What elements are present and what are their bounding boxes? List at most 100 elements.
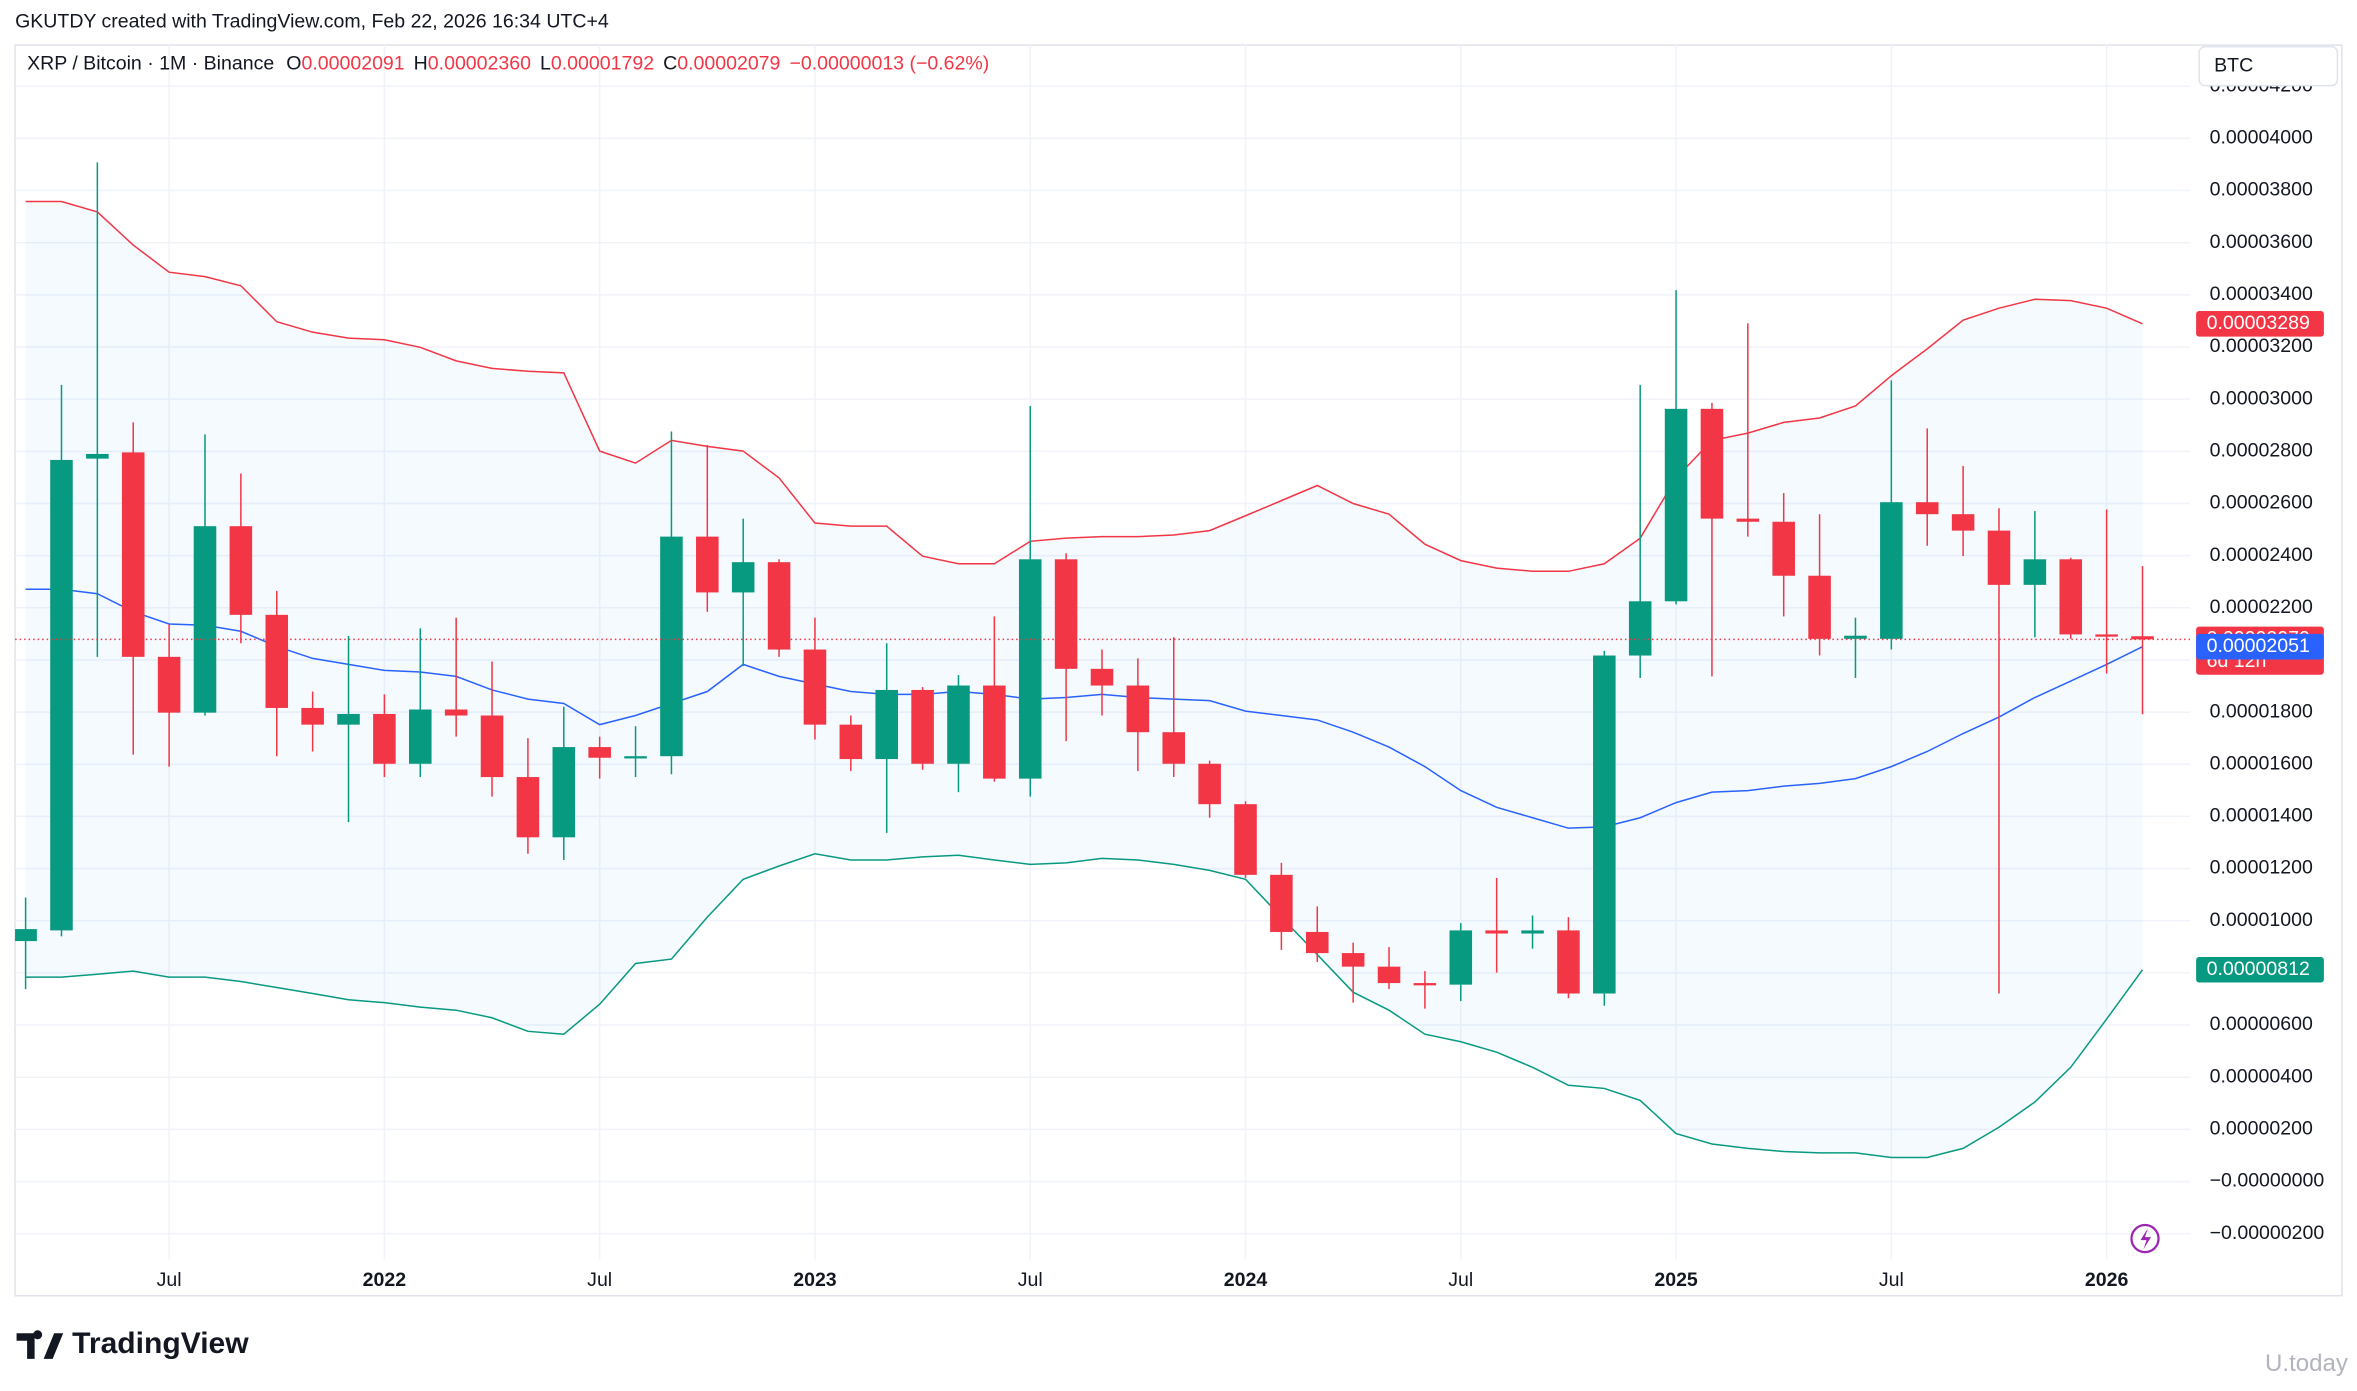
band-lower: [25, 852, 2144, 1159]
y-tick-label: 0.00000200: [2210, 1118, 2313, 1140]
candle-body: [1844, 635, 1867, 639]
price-tag: [2196, 633, 2324, 660]
candle-body: [1018, 559, 1042, 779]
candle-body: [86, 453, 109, 459]
candle-body: [911, 689, 934, 764]
y-tick-label: 0.00001800: [2210, 700, 2313, 722]
candle-body: [516, 777, 540, 838]
y-tick-label: 0.00002600: [2210, 492, 2313, 514]
candle-body: [265, 614, 289, 708]
candle-body: [480, 715, 504, 778]
watermark: U.today: [2265, 1350, 2348, 1377]
legend-value: 0.00002079: [677, 53, 780, 75]
y-tick-label: 0.00001400: [2210, 805, 2313, 827]
legend-key: L: [540, 53, 551, 75]
candle-body: [1557, 930, 1580, 994]
candle-body: [193, 526, 217, 713]
candle-body: [1987, 530, 2011, 585]
candle-body: [1521, 930, 1544, 934]
x-tick-label: 2024: [1224, 1269, 1268, 1291]
y-tick-label: 0.00001600: [2210, 752, 2313, 774]
candle-body: [1413, 983, 1437, 986]
candle-body: [121, 452, 145, 657]
y-tick-label: −0.00000200: [2210, 1222, 2325, 1244]
x-tick-label: 2022: [363, 1269, 407, 1291]
candle-body: [1162, 732, 1186, 764]
candle-body: [983, 685, 1006, 779]
candle-body: [373, 713, 396, 764]
grid: [15, 45, 2191, 1260]
logo-text: TradingView: [72, 1327, 249, 1360]
candle-body: [1485, 930, 1508, 934]
legend-value: 0.00001792: [551, 53, 654, 75]
price-tag-label: 0.00002051: [2207, 635, 2310, 657]
band-basis: [25, 588, 2143, 829]
candle-body: [1234, 804, 1257, 875]
candle-body: [1915, 502, 1939, 515]
candle-body: [2131, 636, 2154, 640]
legend-key: H: [414, 53, 428, 75]
legend: XRP / Bitcoin · 1M · Binance O0.00002091 H…: [27, 53, 989, 75]
candle-body: [301, 707, 324, 725]
y-tick-label: 0.00003400: [2210, 283, 2313, 305]
alert-icon[interactable]: [2130, 1223, 2160, 1254]
y-tick-label: 0.00002800: [2210, 439, 2313, 461]
candle-body: [731, 562, 755, 593]
candle-body: [1198, 763, 1221, 805]
x-tick-label: Jul: [157, 1269, 182, 1291]
y-tick-label: 0.00000600: [2210, 1013, 2313, 1035]
legend-key: C: [663, 53, 677, 75]
candle-body: [50, 459, 73, 931]
y-tick-label: −0.00000000: [2210, 1170, 2325, 1192]
legend-change: −0.00000013 (−0.62%): [789, 53, 989, 75]
candle-body: [1700, 408, 1724, 519]
price-tag-label: 0.00000812: [2207, 958, 2310, 980]
x-tick-label: 2025: [1654, 1269, 1698, 1291]
legend-symbol: XRP / Bitcoin · 1M · Binance: [27, 53, 274, 75]
candle-body: [2095, 634, 2118, 637]
legend-value: 0.00002091: [301, 53, 404, 75]
candle-body: [1593, 655, 1616, 994]
credit: GKUTDY created with TradingView.com, Feb…: [15, 11, 609, 33]
plot-area: [15, 162, 2191, 1159]
candle-body: [767, 562, 791, 650]
candle-body: [2059, 559, 2083, 635]
candle-body: [1270, 874, 1293, 932]
y-tick-label: 0.00003800: [2210, 179, 2313, 201]
candle-body: [839, 724, 863, 760]
candle-body: [803, 649, 827, 725]
candle-body: [660, 536, 683, 757]
candle-body: [2023, 559, 2047, 585]
candle-body: [552, 747, 576, 838]
candle-body: [1449, 930, 1473, 985]
candle-body: [229, 526, 253, 615]
y-tick-label: 0.00003200: [2210, 335, 2313, 357]
candle-body: [1628, 601, 1652, 656]
y-tick-label: 0.00003600: [2210, 231, 2313, 253]
candle-body: [1090, 668, 1114, 686]
y-tick-label: 0.00001200: [2210, 857, 2313, 879]
candle-body: [1880, 502, 1903, 639]
logo: TradingView: [16, 1327, 249, 1360]
band-upper: [25, 200, 2143, 573]
y-tick-label: 0.00001000: [2210, 909, 2313, 931]
candle-body: [1772, 521, 1795, 576]
candle-body: [337, 713, 360, 725]
candle-body: [1126, 685, 1150, 733]
currency[interactable]: BTC: [2214, 54, 2253, 76]
y-tick-label: 0.00000400: [2210, 1065, 2313, 1087]
x-tick-label: Jul: [1018, 1269, 1043, 1291]
chart-frame: [14, 44, 2343, 1297]
currency-box[interactable]: [2198, 45, 2339, 87]
candle-body: [1054, 559, 1078, 669]
price-tag: [2196, 311, 2324, 337]
price-tag-label: 0.00003289: [2207, 312, 2310, 334]
x-tick-label: Jul: [1448, 1269, 1473, 1291]
y-tick-label: 0.00004000: [2210, 127, 2313, 149]
candle-body: [875, 689, 898, 760]
time-axis: Jul 2022 Jul 2023 Jul 2024 Jul 2025 Jul 2026: [157, 1269, 2129, 1291]
x-tick-label: Jul: [1879, 1269, 1904, 1291]
